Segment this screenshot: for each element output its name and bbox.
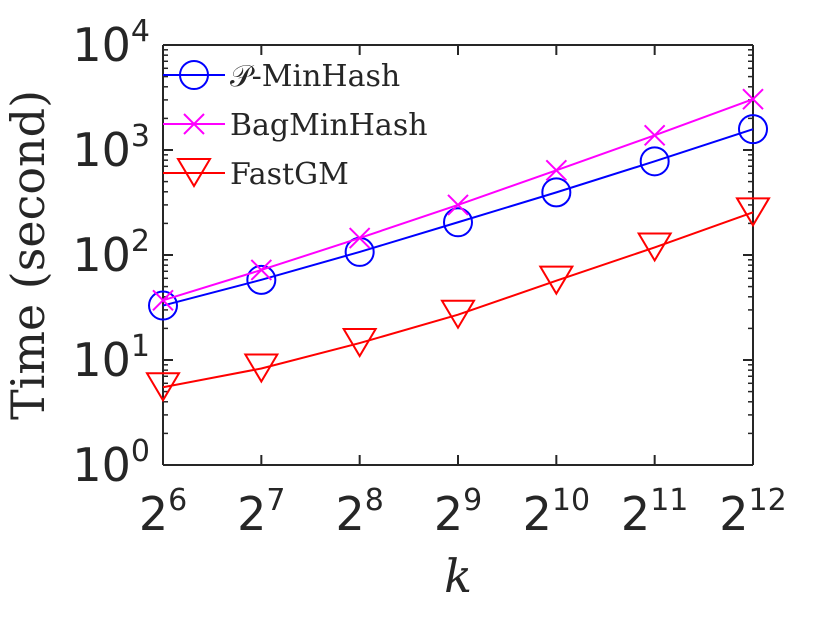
legend-label-bagminhash: BagMinHash bbox=[230, 108, 428, 143]
x-tick-label: 212 bbox=[719, 483, 786, 541]
legend-entry-pminhash: 𝒫-MinHash bbox=[163, 59, 400, 94]
x-tick-label: 29 bbox=[434, 483, 482, 541]
data-point-x bbox=[643, 124, 666, 147]
series-line-2 bbox=[162, 211, 754, 389]
x-tick-label: 210 bbox=[523, 483, 590, 541]
legend-marker-bagminhash bbox=[183, 113, 205, 135]
data-point-triangle bbox=[341, 328, 378, 359]
tick-marks bbox=[162, 44, 754, 466]
legend-marker-fastgm bbox=[176, 158, 212, 188]
legend-label-pminhash: 𝒫-MinHash bbox=[230, 59, 400, 94]
data-point-triangle bbox=[636, 232, 673, 263]
legend-marker-pminhash bbox=[179, 60, 209, 90]
data-point-triangle bbox=[145, 372, 181, 403]
data-point-x bbox=[447, 194, 469, 216]
data-point-x bbox=[545, 159, 568, 182]
legend-label-fastgm: FastGM bbox=[230, 157, 349, 192]
data-point-circle bbox=[738, 114, 768, 145]
y-tick-label: 103 bbox=[72, 119, 150, 177]
data-point-x bbox=[742, 88, 764, 110]
data-point-triangle bbox=[243, 353, 280, 384]
y-tick-label: 101 bbox=[72, 329, 150, 387]
x-tick-label: 211 bbox=[621, 483, 688, 541]
data-point-triangle bbox=[735, 197, 771, 228]
y-tick-label: 100 bbox=[72, 434, 150, 492]
data-point-circle bbox=[639, 146, 670, 177]
data-point-triangle bbox=[538, 265, 575, 296]
data-point-circle bbox=[541, 177, 572, 208]
y-axis-label: Time (second) bbox=[1, 90, 55, 420]
data-point-circle bbox=[246, 264, 277, 295]
y-tick-label: 102 bbox=[72, 224, 150, 282]
y-tick-label: 104 bbox=[72, 14, 150, 72]
x-tick-label: 27 bbox=[237, 483, 285, 541]
data-point-triangle bbox=[440, 299, 476, 330]
legend-entry-fastgm: FastGM bbox=[163, 157, 349, 192]
x-tick-label: 26 bbox=[139, 483, 187, 541]
x-tick-label: 28 bbox=[335, 483, 383, 541]
x-axis-label: k bbox=[444, 549, 472, 603]
data-point-circle bbox=[443, 207, 473, 238]
tick-labels: 100 101 102 103 104 26 27 28 29 210 211 212 bbox=[72, 14, 786, 541]
series-layer bbox=[145, 88, 771, 403]
data-point-x bbox=[250, 259, 273, 281]
data-point-circle bbox=[148, 290, 178, 321]
data-point-x bbox=[348, 227, 371, 249]
data-point-x bbox=[152, 289, 174, 312]
legend: 𝒫-MinHash BagMinHash FastGM bbox=[163, 59, 428, 192]
legend-entry-bagminhash: BagMinHash bbox=[163, 108, 428, 143]
series-line-0 bbox=[162, 128, 754, 307]
